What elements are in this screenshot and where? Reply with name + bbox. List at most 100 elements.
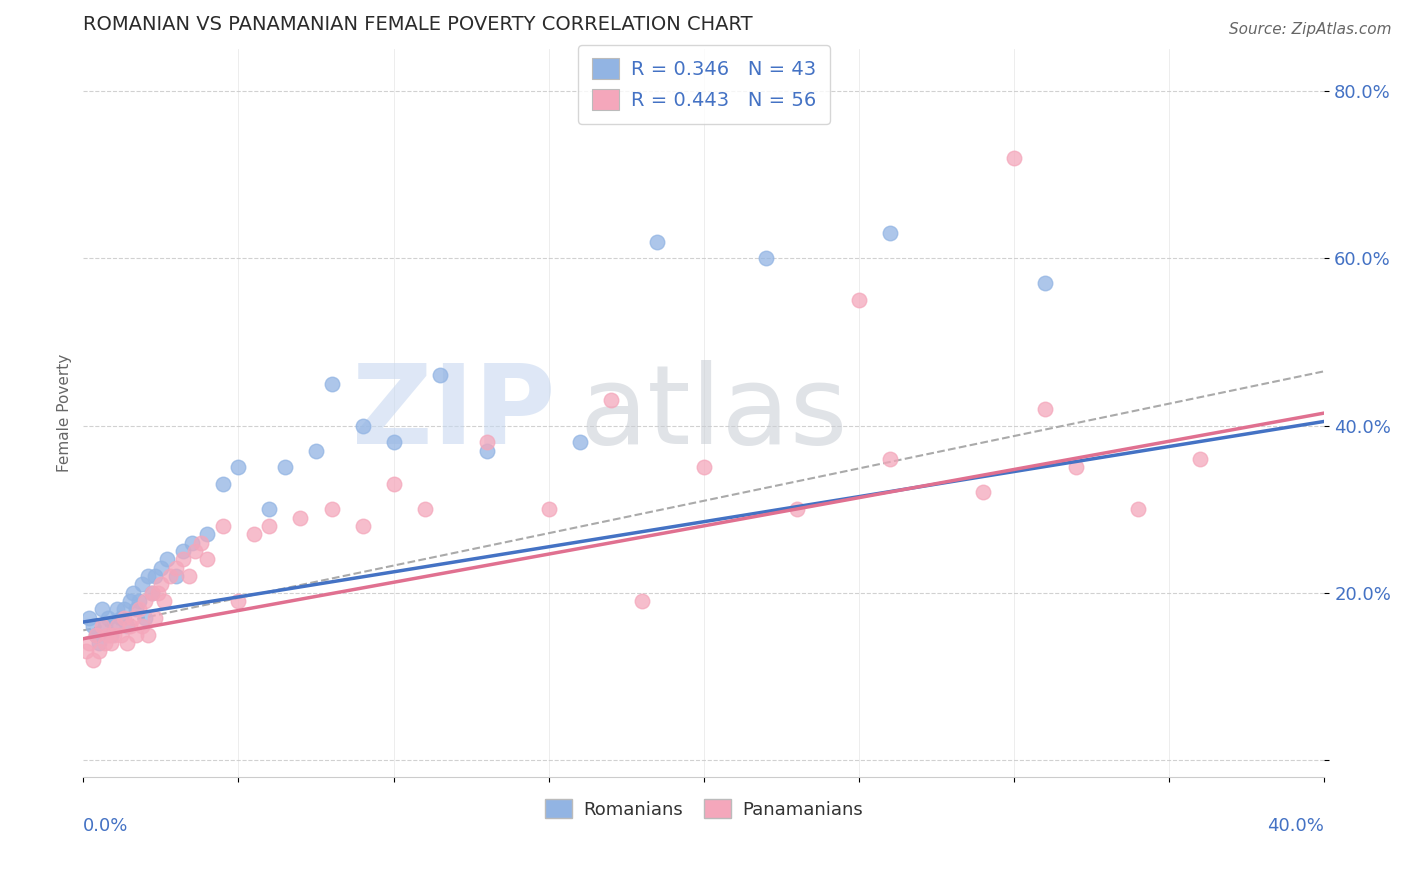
Point (321, 502, 343, 516)
Legend: Romanians, Panamanians: Romanians, Panamanians (537, 791, 870, 826)
Point (141, 586, 163, 600)
Point (1064, 460, 1087, 475)
Text: 40.0%: 40.0% (1268, 816, 1324, 835)
Point (128, 594, 150, 608)
Point (352, 418, 374, 433)
Point (879, 452, 901, 467)
Point (184, 544, 207, 558)
Point (94, 619, 117, 633)
Point (122, 611, 145, 625)
Point (146, 586, 169, 600)
Point (143, 611, 166, 625)
Point (786, 502, 808, 516)
Point (87, 644, 110, 658)
Point (172, 552, 194, 566)
Point (599, 393, 621, 408)
Point (259, 502, 281, 516)
Point (413, 502, 436, 516)
Point (259, 519, 281, 533)
Point (755, 252, 778, 266)
Point (115, 636, 138, 650)
Point (537, 502, 560, 516)
Point (165, 569, 187, 583)
Point (134, 611, 156, 625)
Point (112, 602, 135, 616)
Point (1002, 151, 1025, 165)
Point (134, 594, 156, 608)
Point (131, 577, 153, 591)
Point (141, 586, 163, 600)
Point (879, 227, 901, 241)
Point (630, 594, 652, 608)
Point (128, 602, 150, 616)
Point (352, 519, 374, 533)
Point (87, 636, 110, 650)
Point (149, 560, 172, 574)
Point (165, 560, 187, 574)
Point (100, 627, 122, 641)
Point (382, 477, 405, 491)
Point (429, 368, 451, 383)
Point (1189, 452, 1212, 467)
Text: ROMANIAN VS PANAMANIAN FEMALE POVERTY CORRELATION CHART: ROMANIAN VS PANAMANIAN FEMALE POVERTY CO… (83, 15, 754, 34)
Point (90, 602, 112, 616)
Point (382, 435, 405, 450)
Point (190, 535, 212, 549)
Point (1128, 502, 1150, 516)
Point (1033, 277, 1056, 291)
Text: 0.0%: 0.0% (83, 816, 129, 835)
Point (84, 627, 107, 641)
Text: atlas: atlas (579, 359, 848, 467)
Point (197, 527, 219, 541)
Point (153, 594, 176, 608)
Point (79, 636, 101, 650)
Point (475, 435, 498, 450)
Point (97, 627, 120, 641)
Point (94, 636, 117, 650)
Point (172, 544, 194, 558)
Point (97, 611, 120, 625)
Point (82, 652, 104, 666)
Point (243, 527, 266, 541)
Point (138, 627, 160, 641)
Point (100, 636, 122, 650)
Point (143, 569, 166, 583)
Point (228, 460, 250, 475)
Point (107, 602, 129, 616)
Point (112, 611, 135, 625)
Point (90, 619, 112, 633)
Point (149, 577, 172, 591)
Point (103, 619, 125, 633)
Y-axis label: Female Poverty: Female Poverty (58, 354, 72, 472)
Point (647, 235, 669, 249)
Point (159, 569, 181, 583)
Point (1033, 401, 1056, 416)
Point (177, 569, 200, 583)
Point (118, 594, 141, 608)
Point (212, 519, 235, 533)
Point (107, 619, 129, 633)
Point (131, 619, 153, 633)
Point (848, 293, 870, 308)
Point (122, 586, 145, 600)
Point (84, 627, 107, 641)
Point (110, 627, 132, 641)
Point (125, 602, 148, 616)
Point (79, 611, 101, 625)
Text: Source: ZipAtlas.com: Source: ZipAtlas.com (1229, 22, 1392, 37)
Point (103, 627, 125, 641)
Point (305, 443, 328, 458)
Point (228, 594, 250, 608)
Point (118, 619, 141, 633)
Point (475, 443, 498, 458)
Text: ZIP: ZIP (352, 359, 555, 467)
Point (138, 569, 160, 583)
Point (568, 435, 591, 450)
Point (693, 460, 716, 475)
Point (75, 644, 97, 658)
Point (321, 376, 343, 391)
Point (110, 611, 132, 625)
Point (212, 477, 235, 491)
Point (125, 627, 148, 641)
Point (274, 460, 297, 475)
